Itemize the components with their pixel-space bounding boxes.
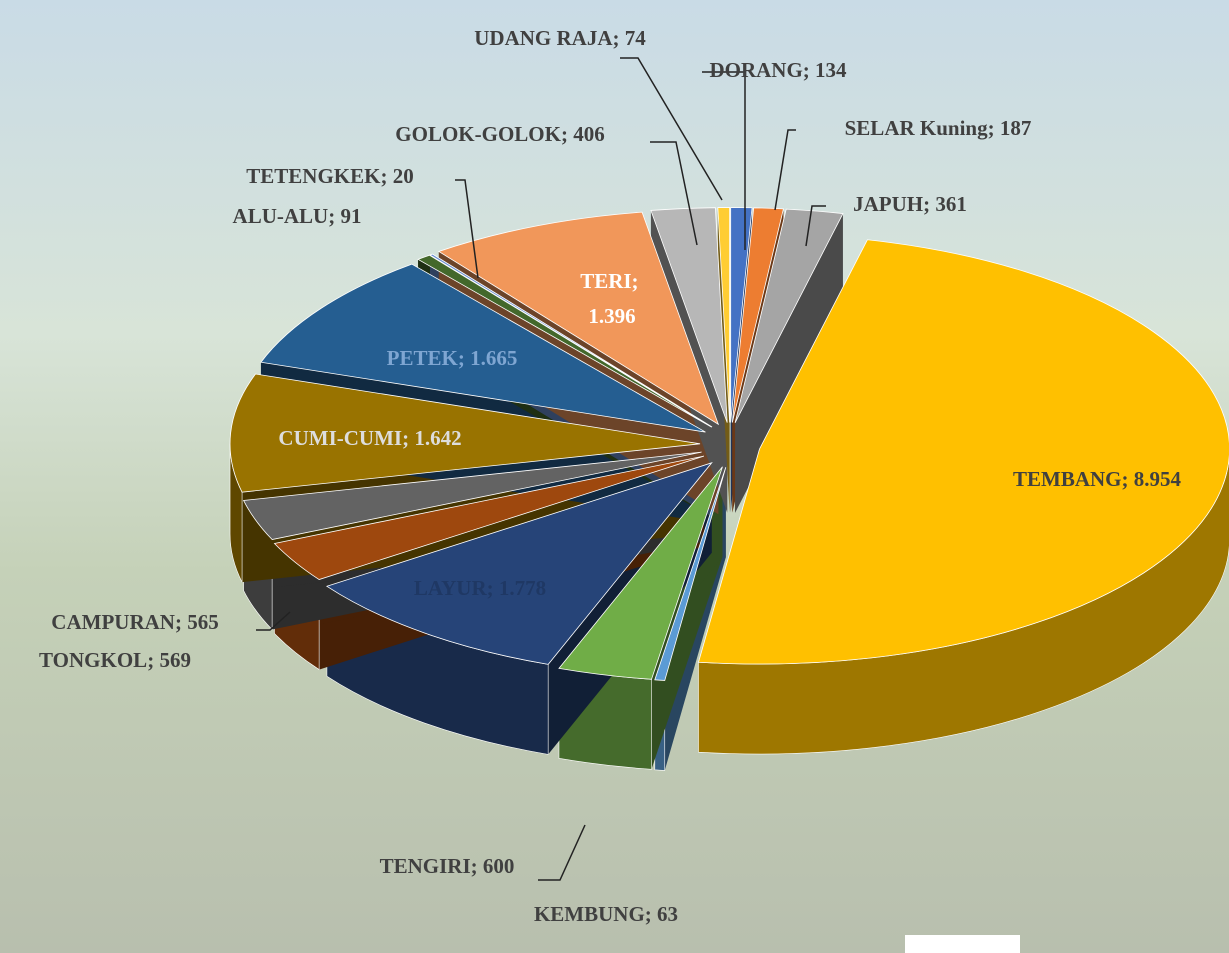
data-label: SELAR Kuning; 187 <box>845 116 1032 140</box>
label-category: PETEK <box>387 346 459 370</box>
label-separator: ; <box>487 576 499 600</box>
label-separator: ; <box>645 902 657 926</box>
label-separator: ; <box>561 122 573 146</box>
label-category: CUMI-CUMI <box>278 426 402 450</box>
label-separator: ; <box>471 854 483 878</box>
label-separator: ; <box>458 346 470 370</box>
label-value: 1.778 <box>499 576 546 600</box>
leader-line <box>620 58 722 200</box>
label-category: UDANG RAJA <box>474 26 613 50</box>
label-separator: ; <box>328 204 340 228</box>
label-value: 569 <box>159 648 191 672</box>
label-value: 406 <box>573 122 605 146</box>
label-category: TEMBANG <box>1013 467 1122 491</box>
label-value: 91 <box>340 204 361 228</box>
leader-line <box>538 825 585 880</box>
label-separator: ; <box>923 192 935 216</box>
label-category: CAMPURAN <box>51 610 175 634</box>
data-label: CUMI-CUMI; 1.642 <box>278 426 461 450</box>
label-category: ALU-ALU <box>233 204 329 228</box>
label-separator: ; <box>613 26 625 50</box>
label-category: KEMBUNG <box>534 902 645 926</box>
label-category: TENGIRI <box>380 854 471 878</box>
label-separator: ; <box>402 426 414 450</box>
label-separator: ; <box>147 648 159 672</box>
data-label: TENGIRI; 600 <box>380 854 515 878</box>
label-category: GOLOK-GOLOK <box>395 122 561 146</box>
label-category: TETENGKEK <box>246 164 381 188</box>
label-value: 8.954 <box>1134 467 1182 491</box>
white-box <box>905 935 1020 953</box>
label-separator: ; <box>380 164 392 188</box>
label-value: 74 <box>625 26 647 50</box>
data-label: CAMPURAN; 565 <box>51 610 218 634</box>
label-value: 1.396 <box>588 304 635 328</box>
label-category: JAPUH <box>853 192 923 216</box>
data-label: KEMBUNG; 63 <box>534 902 678 926</box>
label-category: DORANG <box>709 58 802 82</box>
data-label: JAPUH; 361 <box>853 192 967 216</box>
label-separator: ; <box>803 58 815 82</box>
data-label: PETEK; 1.665 <box>387 346 518 370</box>
label-value: 1.665 <box>470 346 517 370</box>
data-label: TETENGKEK; 20 <box>246 164 413 188</box>
data-label: GOLOK-GOLOK; 406 <box>395 122 604 146</box>
label-value: 565 <box>187 610 219 634</box>
label-value: 20 <box>393 164 414 188</box>
label-category: LAYUR <box>414 576 488 600</box>
leader-line <box>775 130 796 210</box>
label-separator: ; <box>175 610 187 634</box>
data-label: TONGKOL; 569 <box>39 648 191 672</box>
data-label: LAYUR; 1.778 <box>414 576 546 600</box>
label-category: SELAR Kuning <box>845 116 988 140</box>
label-separator: ; <box>632 269 644 293</box>
data-label: ALU-ALU; 91 <box>233 204 362 228</box>
data-label: DORANG; 134 <box>709 58 847 82</box>
label-separator: ; <box>988 116 1000 140</box>
label-value: 187 <box>1000 116 1032 140</box>
data-label: UDANG RAJA; 74 <box>474 26 646 50</box>
label-value: 63 <box>657 902 678 926</box>
label-separator: ; <box>1122 467 1134 491</box>
label-category: TERI <box>580 269 631 293</box>
label-category: TONGKOL <box>39 648 147 672</box>
chart: DORANG; 134 SELAR Kuning; 187 JAPUH; 361 TE… <box>0 0 1229 953</box>
data-label: TEMBANG; 8.954 <box>1013 467 1182 491</box>
label-value: 1.642 <box>414 426 461 450</box>
label-value: 134 <box>815 58 847 82</box>
label-value: 600 <box>483 854 515 878</box>
label-value: 361 <box>935 192 967 216</box>
